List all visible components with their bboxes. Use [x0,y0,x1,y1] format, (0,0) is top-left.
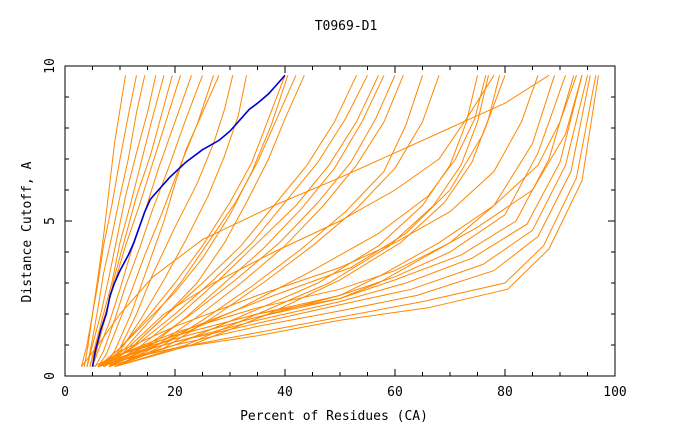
series-line-39 [97,75,597,368]
series-line-12 [108,75,234,367]
x-tick-label: 60 [387,385,403,400]
x-tick-label: 80 [497,385,513,400]
series-line-30 [108,75,495,368]
series-line-43 [81,74,550,368]
series-line-1 [81,75,126,367]
x-tick-label: 100 [603,385,626,400]
series-line-21 [108,75,385,368]
y-tick-label: 0 [43,372,58,380]
series-line-40 [97,75,599,368]
series-line-41 [92,75,583,368]
series-line-34 [97,75,566,368]
series-line-11 [103,75,220,367]
series-lines [81,74,599,368]
highlight-line-group [91,74,286,367]
series-line-29 [108,75,487,368]
series-line-2 [83,75,137,367]
series-line-8 [92,75,192,367]
series-line-38 [97,75,591,368]
series-line-3 [86,75,146,367]
x-tick-label: 0 [61,385,69,400]
series-line-22 [108,75,396,368]
x-axis-ticks: 0 20 40 60 80 100 [61,66,627,400]
series-line-20 [108,75,379,368]
y-axis-ticks: 0 5 10 [43,58,615,380]
series-line-32 [97,75,539,368]
series-line-15 [97,75,289,368]
series-line-42 [97,75,577,368]
series-line-14 [97,75,286,368]
series-line-4 [86,75,157,367]
series-line-33 [97,75,555,368]
x-tick-label: 20 [167,385,183,400]
y-tick-label: 10 [43,58,58,74]
x-tick-label: 40 [277,385,293,400]
series-line-5 [89,75,165,367]
series-line-19 [103,75,368,368]
series-line-37 [97,75,588,368]
series-line-27 [114,75,489,368]
x-axis-label: Percent of Residues (CA) [240,409,428,424]
y-tick-label: 5 [43,217,58,225]
series-line-16 [103,75,297,368]
highlight-line [91,74,286,367]
series-line-9 [94,75,203,367]
chart-title: T0969-D1 [315,19,378,34]
series-line-6 [92,75,173,367]
series-line-18 [103,75,357,368]
series-line-26 [108,75,478,368]
y-axis-label: Distance Cutoff, A [20,161,35,302]
